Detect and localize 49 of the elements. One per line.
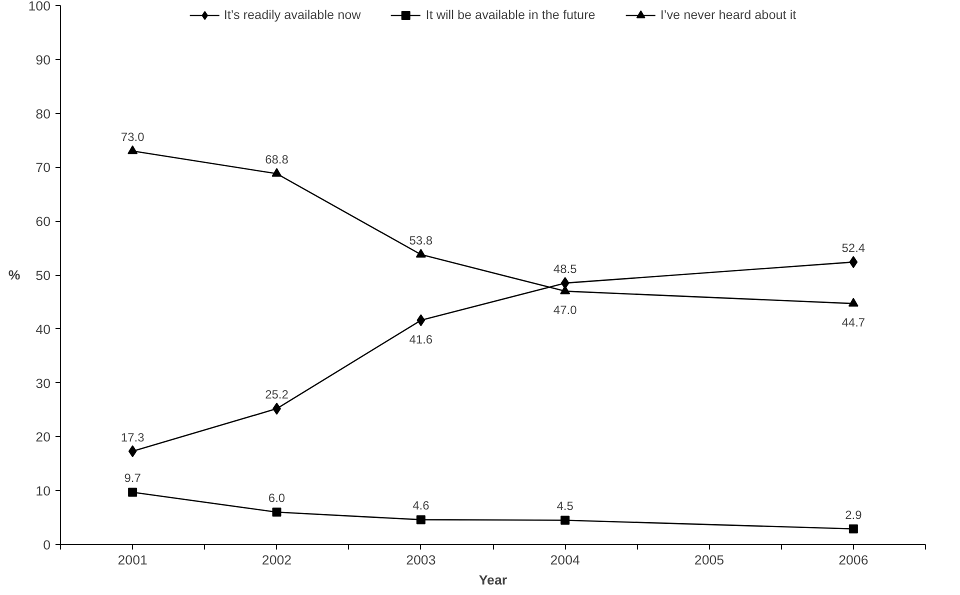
x-tick-label: 2005 bbox=[694, 552, 724, 568]
point bbox=[848, 298, 858, 307]
data-label: 4.5 bbox=[556, 499, 574, 514]
y-tick-label: 90 bbox=[36, 52, 51, 68]
data-label: 44.7 bbox=[842, 316, 866, 330]
point bbox=[128, 488, 138, 497]
data-label: 52.4 bbox=[842, 241, 866, 256]
x-tick-label: 2006 bbox=[838, 552, 868, 568]
y-axis-title: % bbox=[8, 268, 20, 282]
legend-label: I’ve never heard about it bbox=[660, 8, 796, 22]
point bbox=[272, 168, 282, 177]
x-axis-title: Year bbox=[478, 572, 508, 588]
data-label: 48.5 bbox=[553, 262, 578, 276]
data-label: 25.2 bbox=[265, 388, 289, 402]
x-tick-label: 2002 bbox=[262, 552, 292, 568]
y-tick-label: 80 bbox=[36, 106, 51, 122]
point bbox=[848, 524, 858, 534]
legend-label: It’s readily available now bbox=[224, 8, 361, 22]
point bbox=[560, 516, 570, 525]
y-tick-label: 20 bbox=[36, 430, 51, 445]
point bbox=[128, 445, 137, 458]
point bbox=[416, 515, 426, 524]
point bbox=[849, 256, 858, 268]
data-label: 6.0 bbox=[268, 491, 286, 506]
data-label: 68.8 bbox=[265, 152, 289, 167]
x-tick-label: 2003 bbox=[406, 552, 436, 568]
y-tick-label: 30 bbox=[36, 376, 51, 391]
y-tick-label: 40 bbox=[36, 322, 51, 337]
legend-label: It will be available in the future bbox=[426, 8, 596, 22]
y-tick-label: 10 bbox=[36, 484, 51, 499]
data-label: 41.6 bbox=[409, 332, 433, 346]
data-label: 53.8 bbox=[409, 234, 433, 248]
data-label: 4.6 bbox=[412, 498, 430, 513]
point bbox=[128, 145, 138, 154]
x-tick-label: 2001 bbox=[118, 552, 148, 568]
y-tick-label: 100 bbox=[28, 0, 51, 14]
y-tick-label: 70 bbox=[36, 160, 51, 176]
y-tick-label: 0 bbox=[43, 538, 51, 552]
data-label: 2.9 bbox=[845, 508, 862, 522]
y-tick-label: 50 bbox=[36, 268, 51, 283]
point bbox=[416, 248, 426, 258]
point bbox=[416, 314, 426, 326]
x-tick-label: 2004 bbox=[550, 552, 580, 568]
data-label: 47.0 bbox=[553, 303, 578, 318]
data-label: 73.0 bbox=[120, 130, 145, 144]
data-label: 9.7 bbox=[124, 471, 142, 486]
data-label: 17.3 bbox=[120, 430, 145, 444]
y-tick-label: 60 bbox=[36, 214, 51, 230]
point bbox=[272, 508, 282, 517]
